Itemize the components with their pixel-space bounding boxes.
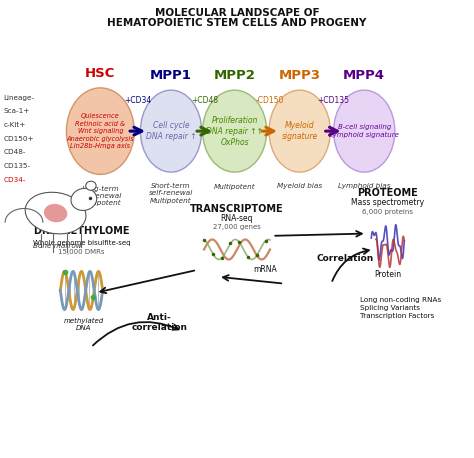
Text: DNA METHYLOME: DNA METHYLOME (34, 226, 129, 236)
Text: CD48-: CD48- (4, 149, 26, 155)
Text: TRANSCRIPTOME: TRANSCRIPTOME (190, 203, 284, 213)
Text: CD34-: CD34- (4, 177, 26, 183)
Ellipse shape (25, 192, 86, 234)
Ellipse shape (202, 90, 267, 172)
Text: 15,000 DMRs: 15,000 DMRs (58, 249, 105, 255)
Text: Cell cycle
DNA repair ↑: Cell cycle DNA repair ↑ (146, 121, 196, 141)
Text: HSC: HSC (85, 67, 116, 80)
Text: Myeloid bias: Myeloid bias (277, 184, 322, 190)
Ellipse shape (269, 90, 330, 172)
Text: PROTEOME: PROTEOME (357, 188, 418, 197)
Text: Whole genome bisulfite-seq: Whole genome bisulfite-seq (33, 240, 130, 245)
Text: c-Kit+: c-Kit+ (4, 122, 26, 128)
Ellipse shape (334, 90, 395, 172)
Text: 6,000 proteins: 6,000 proteins (362, 209, 413, 215)
Text: B-cell signaling
Lymphoid signature: B-cell signaling Lymphoid signature (329, 124, 399, 138)
Text: Lymphoid bias: Lymphoid bias (338, 184, 391, 190)
Text: MPP1: MPP1 (150, 69, 192, 82)
Text: Short-term
self-renewal
Multipotent: Short-term self-renewal Multipotent (149, 184, 193, 204)
Text: MOLECULAR LANDSCAPE OF: MOLECULAR LANDSCAPE OF (155, 8, 319, 18)
Ellipse shape (66, 88, 134, 174)
Text: MPP2: MPP2 (214, 69, 255, 82)
Text: RNA-seq: RNA-seq (221, 213, 253, 223)
Text: Multipotent: Multipotent (214, 184, 255, 190)
Text: Long non-coding RNAs
Splicing Variants
Transcription Factors: Long non-coding RNAs Splicing Variants T… (359, 297, 441, 319)
Text: Proliferation
DNA repair ↑↑
OxPhos: Proliferation DNA repair ↑↑ OxPhos (206, 115, 263, 147)
Text: methylated
DNA: methylated DNA (64, 318, 104, 331)
Text: MPP3: MPP3 (279, 69, 321, 82)
Text: CD150+: CD150+ (4, 136, 35, 142)
Text: +CD48: +CD48 (191, 96, 218, 105)
Text: 27,000 genes: 27,000 genes (213, 224, 261, 230)
Text: Myeloid
signature: Myeloid signature (282, 121, 318, 141)
Text: Lineage-: Lineage- (4, 95, 35, 101)
Ellipse shape (86, 181, 96, 191)
Text: +CD34: +CD34 (124, 96, 151, 105)
Text: Long-term
self-renewal
Multipotent: Long-term self-renewal Multipotent (78, 186, 122, 206)
Text: mRNA: mRNA (254, 266, 277, 274)
Text: Protein: Protein (374, 270, 401, 279)
Text: Sca-1+: Sca-1+ (4, 109, 30, 114)
Text: +CD135: +CD135 (317, 96, 349, 105)
Ellipse shape (71, 188, 97, 210)
Text: MPP4: MPP4 (343, 69, 385, 82)
Text: CD135-: CD135- (4, 163, 31, 169)
Text: Anti-
correlation: Anti- correlation (131, 313, 187, 332)
Text: HEMATOPOIETIC STEM CELLS AND PROGENY: HEMATOPOIETIC STEM CELLS AND PROGENY (107, 18, 367, 28)
Ellipse shape (140, 90, 201, 172)
Text: Quiescence
Retinoic acid &
Wnt signaling
Anaerobic glycolysis
Lin28b-Hmga axis: Quiescence Retinoic acid & Wnt signaling… (66, 113, 134, 149)
Text: Bone marrow: Bone marrow (33, 243, 82, 249)
Text: -CD150: -CD150 (255, 96, 284, 105)
Ellipse shape (44, 204, 67, 222)
Text: Mass spectrometry: Mass spectrometry (351, 198, 424, 207)
Text: Correlation: Correlation (317, 254, 374, 263)
